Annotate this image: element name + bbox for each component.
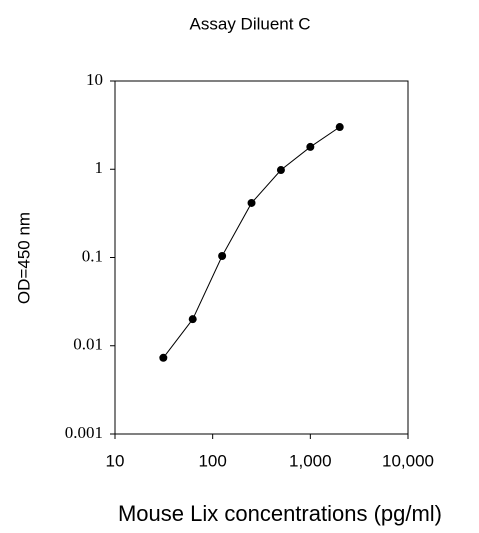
y-tick-label: 10 bbox=[86, 70, 103, 89]
data-line bbox=[162, 126, 341, 359]
y-tick-label: 0.01 bbox=[73, 335, 103, 354]
y-axis-label: OD=450 nm bbox=[14, 212, 33, 304]
data-point bbox=[335, 123, 344, 132]
data-point bbox=[247, 198, 256, 207]
x-tick-label: 100 bbox=[198, 451, 226, 470]
plot-frame bbox=[114, 80, 409, 435]
y-tick-label: 0.1 bbox=[82, 246, 103, 265]
data-point bbox=[218, 251, 227, 260]
data-point bbox=[276, 166, 285, 175]
x-axis-label: Mouse Lix concentrations (pg/ml) bbox=[118, 501, 442, 526]
x-tick-label: 1,000 bbox=[289, 451, 332, 470]
x-tick-label: 10,000 bbox=[382, 451, 434, 470]
y-tick-label: 1 bbox=[95, 158, 104, 177]
y-tick-label: 0.001 bbox=[65, 423, 103, 442]
data-point bbox=[188, 315, 197, 324]
x-tick-label: 10 bbox=[106, 451, 125, 470]
data-point bbox=[159, 353, 168, 362]
chart-title: Assay Diluent C bbox=[190, 14, 311, 33]
data-point bbox=[306, 142, 315, 151]
